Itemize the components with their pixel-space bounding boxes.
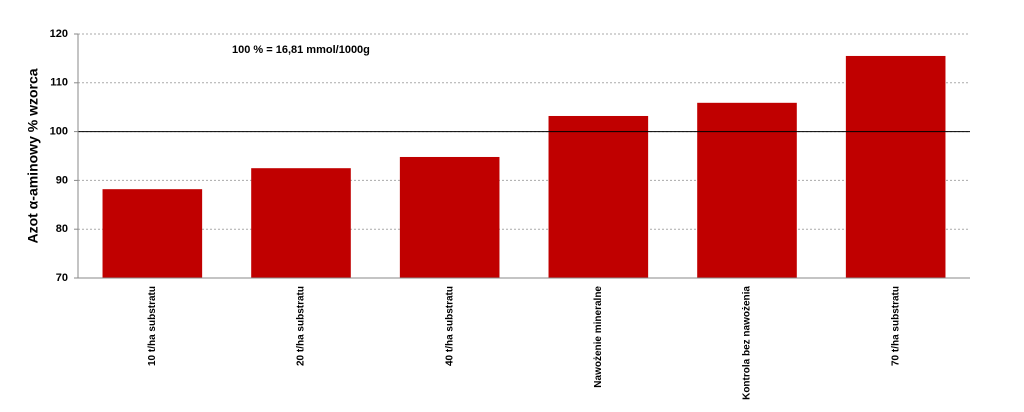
y-tick-label: 100 bbox=[50, 126, 68, 138]
x-tick-label: 10 t/ha substratu bbox=[147, 286, 158, 366]
y-tick-label: 110 bbox=[50, 77, 68, 89]
x-tick-label: 40 t/ha substratu bbox=[444, 286, 455, 366]
y-tick-label: 120 bbox=[50, 28, 68, 40]
y-tick-label: 90 bbox=[56, 174, 68, 186]
bar bbox=[102, 189, 203, 278]
x-tick-label: Kontrola bez nawożenia bbox=[742, 286, 753, 400]
bar bbox=[845, 55, 946, 279]
bar bbox=[399, 156, 500, 278]
y-axis-label: Azot α-aminowy % wzorca bbox=[25, 68, 41, 243]
y-tick-label: 80 bbox=[56, 223, 68, 235]
x-tick-label: 70 t/ha substratu bbox=[890, 286, 901, 366]
bar bbox=[251, 168, 351, 278]
x-tick-label: 20 t/ha substratu bbox=[296, 286, 307, 366]
bar bbox=[548, 115, 649, 278]
y-tick-label: 70 bbox=[56, 272, 68, 284]
bar bbox=[697, 102, 797, 278]
x-tick-label: Nawożenie mineralne bbox=[593, 286, 604, 388]
annotation: 100 % = 16,81 mmol/1000g bbox=[232, 44, 370, 56]
